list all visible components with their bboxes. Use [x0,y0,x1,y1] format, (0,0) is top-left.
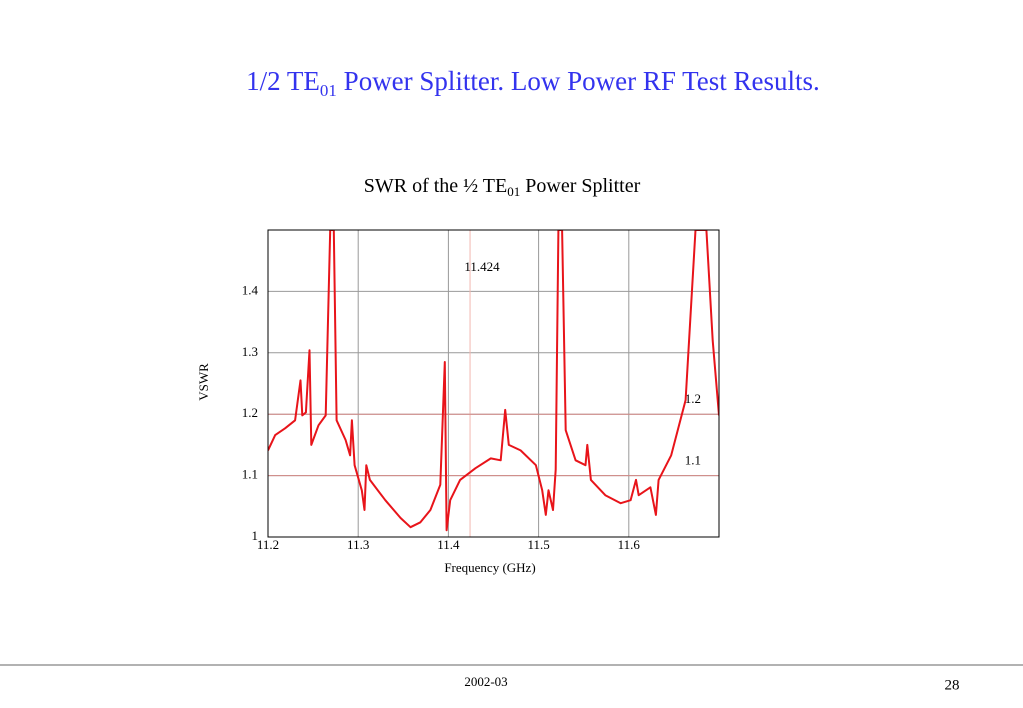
title-part: Power Splitter. Low Power RF Test Result… [337,66,820,96]
title-subscript: 01 [320,81,337,100]
slide-title: 1/2 TE01 Power Splitter. Low Power RF Te… [246,66,820,100]
x-tick-label: 11.2 [257,537,279,552]
y-tick-label: 1.1 [242,467,258,482]
x-tick-label: 11.6 [618,537,641,552]
y-tick-label: 1 [252,528,259,543]
y-axis-label: VSWR [196,363,211,401]
data-line [268,230,719,532]
x-tick-label: 11.4 [437,537,460,552]
y-tick-label: 1.2 [242,405,258,420]
title-subscript: 01 [507,184,520,199]
annotation-label: 1.1 [685,453,701,468]
x-tick-label: 11.3 [347,537,369,552]
annotation-label: 11.424 [464,259,500,274]
y-tick-label: 1.4 [242,282,259,297]
title-part: SWR of the ½ TE [364,175,508,197]
x-tick-label: 11.5 [527,537,549,552]
annotation-label: 1.2 [685,391,701,406]
y-tick-label: 1.3 [242,344,258,359]
title-part: 1/2 TE [246,66,320,96]
x-axis-label: Frequency (GHz) [444,560,535,575]
footer: 2002-03 [464,674,507,689]
plot-frame [267,229,720,538]
title-part: Power Splitter [520,175,640,197]
chart-title: SWR of the ½ TE01 Power Splitter [364,175,641,199]
page-number: 28 [945,677,960,693]
plot: 1 1.1 1.2 1.3 1.4 11.2 11.3 11.4 11.5 11.6 11.424 1… [242,229,720,552]
